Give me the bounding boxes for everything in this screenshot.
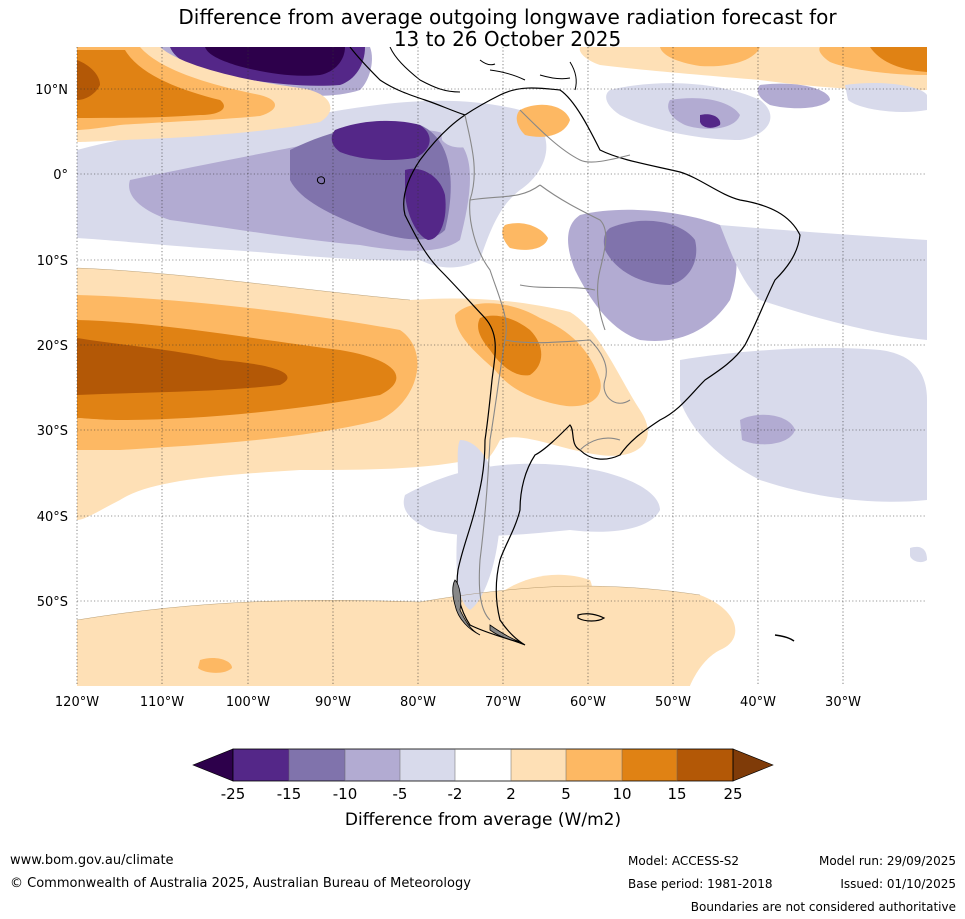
- colorbar-tick-label: -10: [333, 785, 358, 803]
- south-georgia-island: [774, 634, 795, 642]
- copyright-text: © Commonwealth of Australia 2025, Austra…: [10, 876, 471, 891]
- map-title-line1: Difference from average outgoing longwav…: [178, 5, 837, 29]
- lat-label: 10°N: [35, 83, 68, 98]
- colorbar-segment: [192, 748, 234, 782]
- colorbar: -25 -15 -10 -5 -2 2 5 10 15 25 Differenc…: [192, 748, 774, 830]
- lon-label: 40°W: [740, 695, 776, 710]
- anomaly-field: [405, 168, 446, 240]
- anomaly-field: [910, 546, 927, 563]
- anomaly-field: [720, 225, 927, 340]
- model-run-text: Model run: 29/09/2025: [818, 854, 956, 868]
- caribbean-islands: [479, 59, 577, 91]
- lat-label: 30°S: [37, 424, 68, 439]
- anomaly-field: [77, 50, 224, 118]
- colorbar-segment: [400, 749, 455, 781]
- colorbar-tick-label: -25: [221, 785, 246, 803]
- colorbar-tick-label: -15: [277, 785, 302, 803]
- colorbar-segment: [566, 749, 622, 781]
- model-text: Model: ACCESS-S2: [628, 854, 740, 868]
- colorbar-segment: [345, 749, 400, 781]
- central-america-coastline: [389, 47, 461, 93]
- colorbar-title: Difference from average (W/m2): [345, 810, 621, 830]
- anomaly-field: [331, 120, 430, 160]
- central-america-coastline: [349, 47, 466, 116]
- anomaly-field: [660, 47, 760, 67]
- lat-label: 50°S: [37, 595, 68, 610]
- lat-label: 40°S: [37, 510, 68, 525]
- graticule: [77, 47, 927, 686]
- lon-label: 50°W: [655, 695, 691, 710]
- anomaly-field: [478, 315, 542, 376]
- anomaly-field: [700, 114, 721, 128]
- chile-fjords: [452, 579, 521, 643]
- colorbar-segment: [622, 749, 677, 781]
- south-america-coastline: [403, 87, 801, 646]
- issued-text: Issued: 01/10/2025: [840, 877, 956, 891]
- colorbar-tick-label: 10: [612, 785, 631, 803]
- lon-label: 70°W: [485, 695, 521, 710]
- lat-label: 20°S: [37, 339, 68, 354]
- colorbar-segment: [289, 749, 345, 781]
- colorbar-segment: [677, 749, 733, 781]
- anomaly-field: [845, 83, 927, 112]
- colorbar-tick-label: 25: [723, 785, 742, 803]
- falkland-islands: [577, 613, 606, 622]
- colorbar-tick-label: 15: [667, 785, 686, 803]
- base-period-text: Base period: 1981-2018: [628, 877, 773, 891]
- anomaly-field: [680, 348, 927, 502]
- map-title-line2: 13 to 26 October 2025: [393, 27, 622, 51]
- anomaly-field: [456, 440, 500, 610]
- lat-label: 0°: [53, 168, 68, 183]
- lon-label: 30°W: [825, 695, 861, 710]
- colorbar-segment: [511, 749, 566, 781]
- lon-label: 60°W: [570, 695, 606, 710]
- anomaly-field: [198, 657, 232, 673]
- anomaly-field: [77, 338, 288, 395]
- lon-label: 110°W: [140, 695, 184, 710]
- galapagos-islands: [317, 176, 325, 185]
- anomaly-field: [77, 60, 100, 100]
- lon-label: 100°W: [226, 695, 270, 710]
- colorbar-segment: [732, 748, 774, 782]
- longitude-labels: 120°W 110°W 100°W 90°W 80°W 70°W 60°W 50…: [55, 695, 861, 710]
- latitude-labels: 10°N 0° 10°S 20°S 30°S 40°S 50°S: [35, 83, 68, 610]
- lon-label: 90°W: [315, 695, 351, 710]
- website-link[interactable]: www.bom.gov.au/climate: [10, 853, 174, 868]
- anomaly-field: [516, 104, 570, 137]
- lon-label: 120°W: [55, 695, 99, 710]
- lat-label: 10°S: [37, 254, 68, 269]
- anomaly-field: [757, 83, 830, 109]
- colorbar-segment: [455, 749, 511, 781]
- colorbar-tick-label: -5: [393, 785, 408, 803]
- anomaly-field: [502, 223, 548, 250]
- lon-label: 80°W: [400, 695, 436, 710]
- colorbar-tick-label: 5: [561, 785, 571, 803]
- anomaly-field: [870, 47, 927, 72]
- anomaly-field: [740, 414, 795, 445]
- disclaimer-text: Boundaries are not considered authoritat…: [690, 900, 956, 914]
- colorbar-tick-label: 2: [506, 785, 516, 803]
- map-area: [77, 47, 927, 686]
- colorbar-segment: [233, 749, 289, 781]
- anomaly-field: [668, 98, 740, 129]
- colorbar-tick-label: -2: [448, 785, 463, 803]
- anomaly-field: [205, 47, 345, 76]
